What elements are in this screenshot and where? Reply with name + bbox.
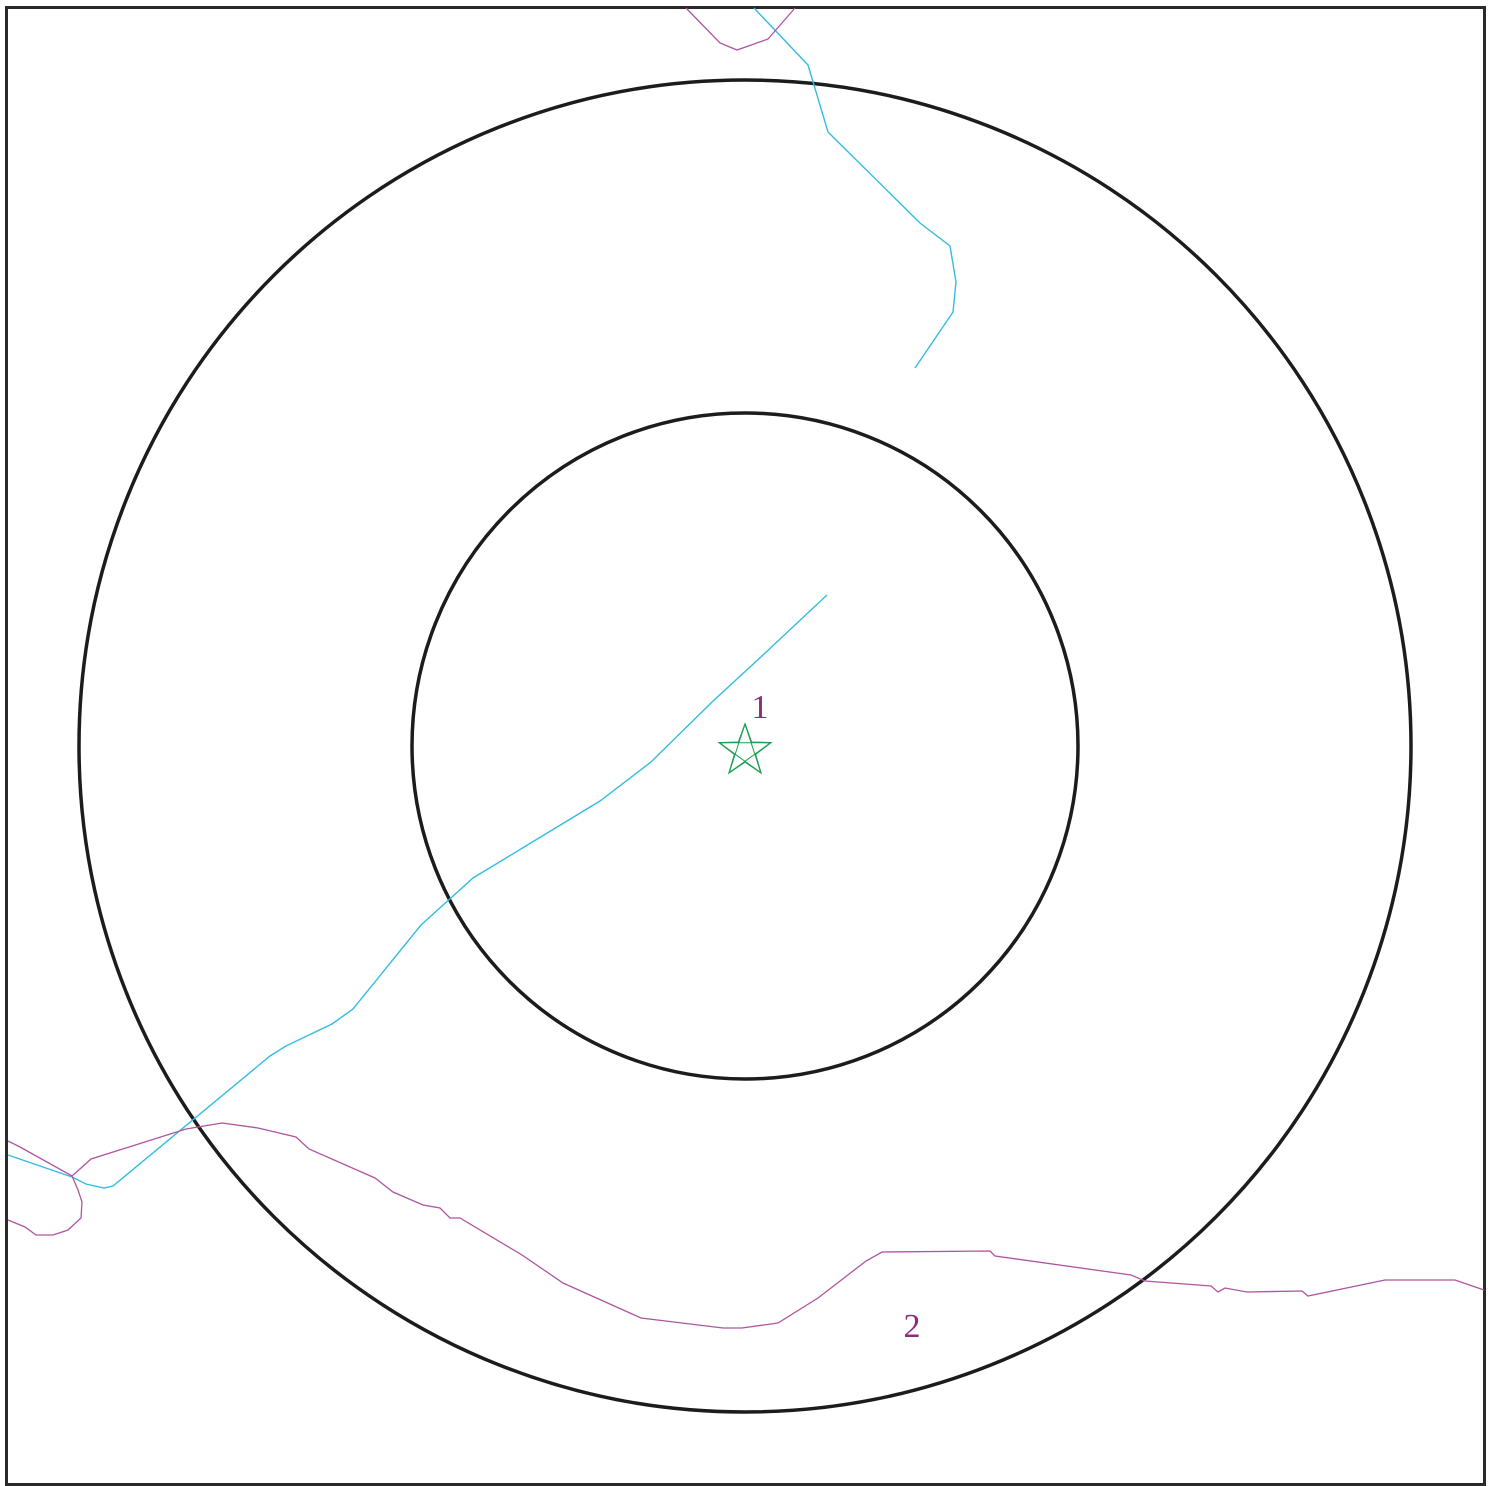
boundary-south xyxy=(7,1122,1485,1329)
river-main xyxy=(7,594,828,1189)
boundary-southwest xyxy=(7,1175,83,1236)
star-inner-lines xyxy=(717,723,773,775)
river-layer xyxy=(7,7,957,1189)
inner-buffer-ring xyxy=(410,411,1080,1081)
boundary-north xyxy=(685,7,796,51)
river-north xyxy=(753,7,957,369)
region-label: 2 xyxy=(904,1308,921,1345)
marker-label: 1 xyxy=(752,689,769,726)
center-marker[interactable]: 1 xyxy=(717,689,773,775)
map-frame xyxy=(5,6,1486,1486)
outer-buffer-ring xyxy=(77,78,1413,1414)
boundary-layer xyxy=(7,7,1485,1329)
